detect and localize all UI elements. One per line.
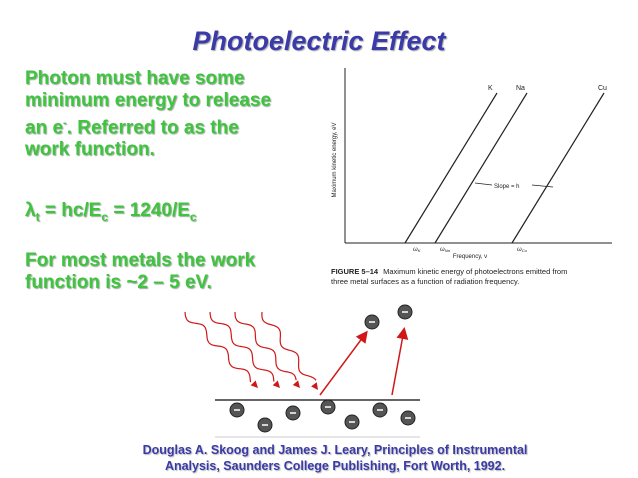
photon-arrowhead (311, 382, 318, 390)
threshold-label: ωCu (517, 247, 528, 253)
caption-line: three metal surfaces as a function of ra… (331, 277, 519, 286)
line-label: Cu (598, 85, 607, 92)
y-axis-label: Maximum kinetic energy, eV (332, 123, 338, 198)
text-line: work function. (25, 139, 155, 161)
k-line (404, 92, 498, 244)
subscript: K (418, 248, 421, 253)
threshold-label: ωK (413, 247, 421, 253)
electron-arrow (319, 330, 368, 396)
cu-line (511, 92, 605, 244)
caption-line: Maximum kinetic energy of photoelectrons… (383, 267, 567, 276)
x-axis-label: Frequency, ν (453, 254, 487, 260)
slide-title: Photoelectric Effect (192, 26, 446, 56)
text-line: an e-. Referred to as the (25, 112, 271, 139)
text-line: Photon must have some (25, 68, 245, 89)
text: = hc/E (39, 200, 102, 221)
text: an e (25, 117, 64, 139)
text: = 1240/E (108, 200, 190, 221)
paragraph: Photon must have some minimum energy to … (25, 68, 271, 161)
subscript: c (101, 209, 109, 224)
line-label: Na (516, 85, 525, 92)
electron-arrow (391, 327, 409, 396)
paragraph: For most metals the work function is ~2 … (25, 250, 255, 294)
photon-arrowhead (292, 380, 300, 388)
symbol: ω (413, 247, 418, 253)
photon-wave (261, 311, 317, 381)
text-line: For most metals the work (25, 250, 256, 271)
subscript: t (35, 209, 40, 224)
subscript: Na (445, 248, 451, 253)
symbol: ω (440, 247, 445, 253)
na-line (434, 92, 528, 244)
line-label: K (488, 85, 493, 92)
caption: FIGURE 5–14 Maximum kinetic energy of pho… (331, 267, 567, 276)
caption-number: FIGURE 5–14 (331, 267, 379, 276)
subscript: c (189, 209, 197, 224)
formula: λt = hc/Ec = 1240/Ec (25, 200, 197, 228)
superscript: - (63, 117, 67, 129)
text-line: minimum energy to release (25, 90, 272, 111)
photon-wave (209, 311, 275, 382)
citation-line: Douglas A. Skoog and James J. Leary, Pri… (142, 443, 528, 457)
citation: Douglas A. Skoog and James J. Leary, Pri… (0, 442, 638, 474)
symbol: ω (517, 247, 522, 253)
photon-wave (234, 311, 297, 381)
threshold-label: ωNa (440, 247, 451, 253)
subscript: Cu (522, 248, 528, 253)
slope-arrow (474, 182, 493, 186)
photon-arrowhead (250, 380, 258, 388)
photon-wave (184, 311, 252, 383)
slope-arrow (531, 184, 554, 188)
text: . Referred to as the (66, 117, 239, 139)
text: λ (25, 200, 36, 221)
slope-label: Slope = h (494, 184, 520, 190)
citation-line: Analysis, Saunders College Publishing, F… (164, 459, 506, 473)
photon-arrowhead (272, 380, 280, 388)
text-line: function is ~2 – 5 eV. (25, 272, 212, 293)
